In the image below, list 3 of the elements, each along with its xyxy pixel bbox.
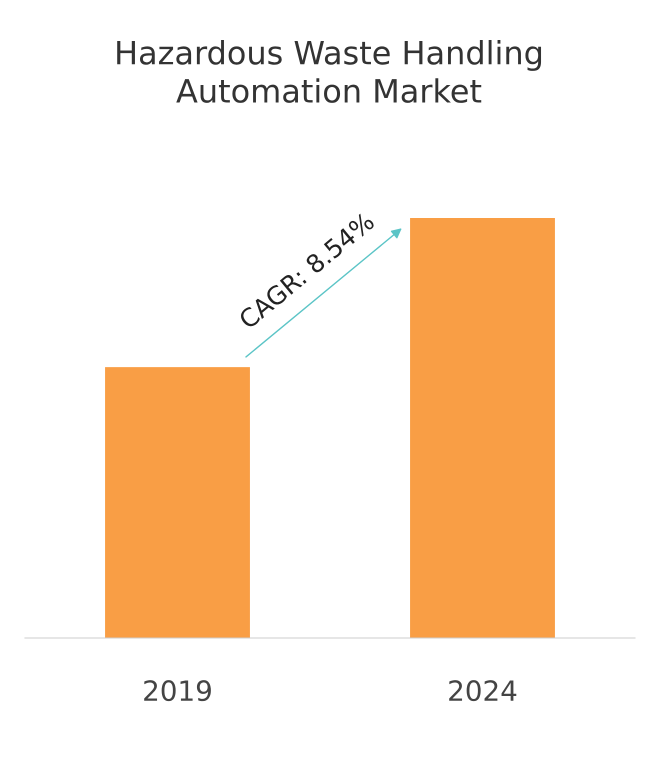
x-tick-label: 2024 [449, 680, 516, 702]
chart-title: Hazardous Waste Handling Automation Market [117, 40, 542, 103]
x-tick-label: 2019 [144, 680, 211, 702]
